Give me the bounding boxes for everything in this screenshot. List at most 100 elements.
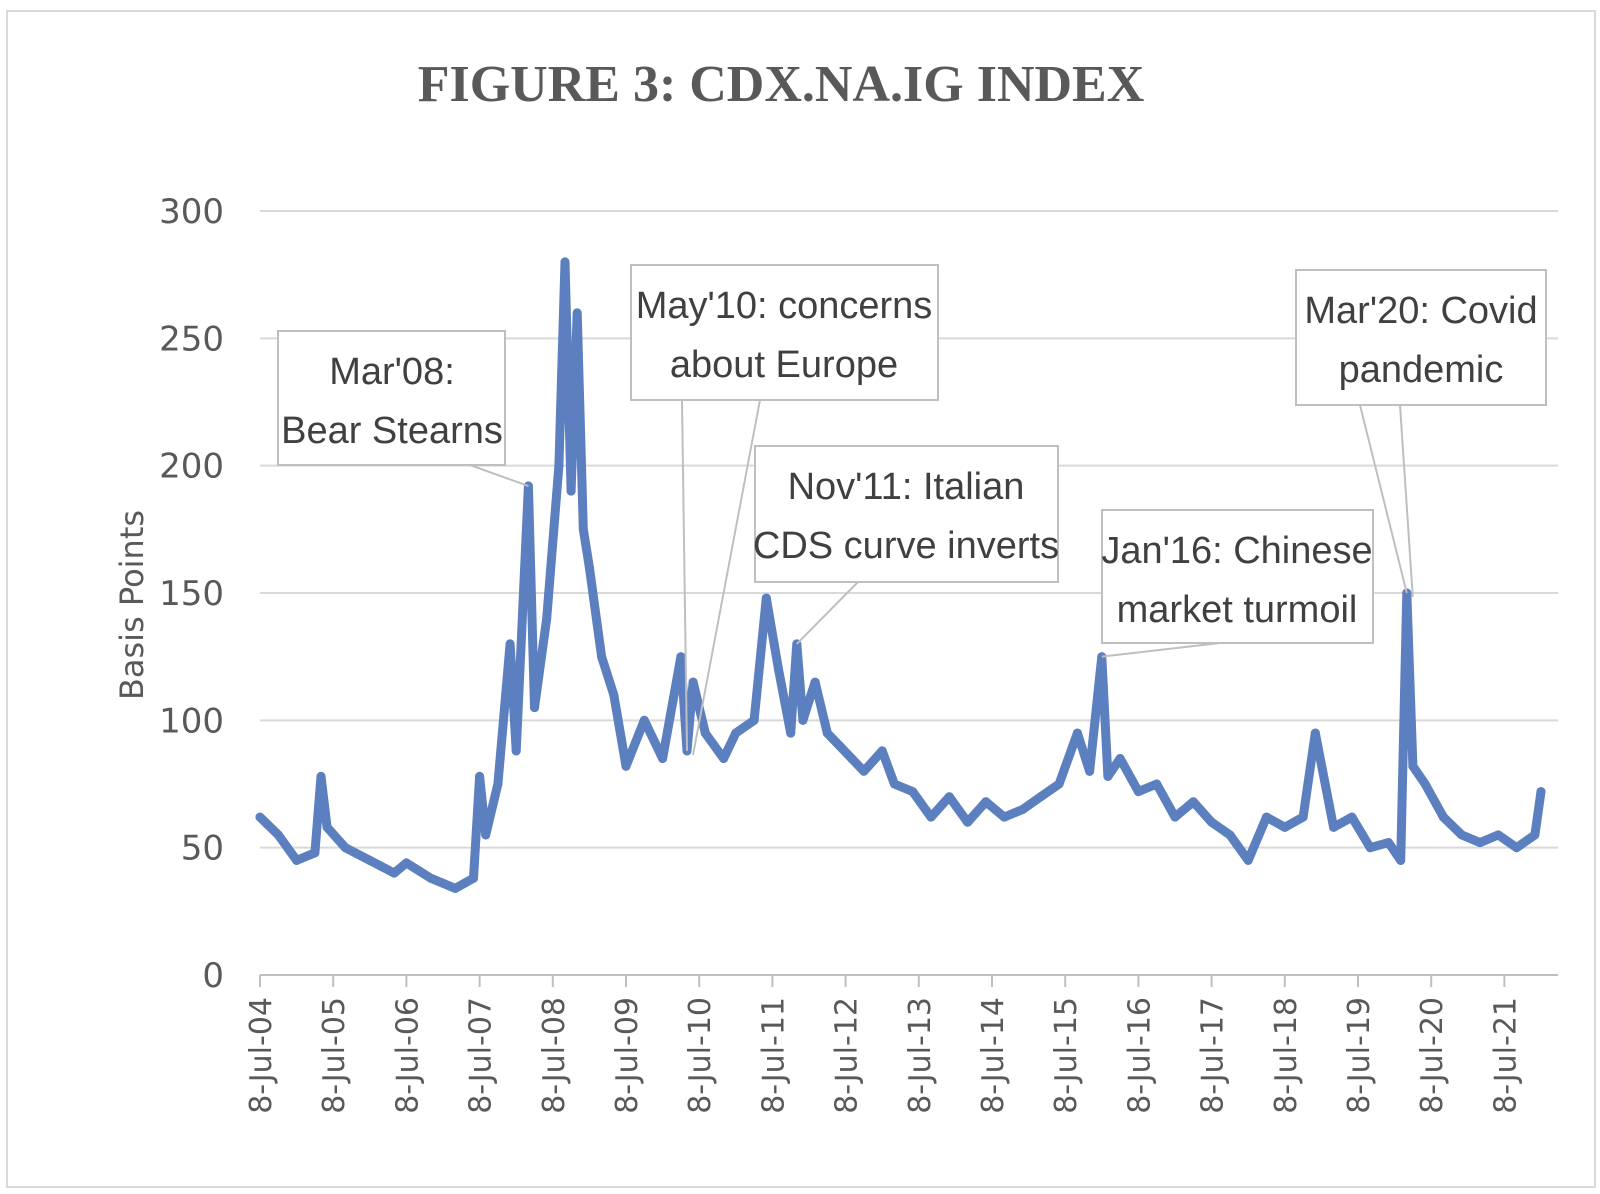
y-tick-label: 250 [159,319,224,359]
annotation-text: pandemic [1339,349,1504,391]
data-point [426,873,436,883]
data-point [1115,754,1125,763]
data-point [639,715,649,725]
chart-title: FIGURE 3: CDX.NA.IG INDEX [418,56,1145,113]
data-point [1530,830,1540,840]
annotation-leader-line [1359,404,1408,594]
annotation-text: May'10: concerns [636,285,933,327]
data-point [926,812,936,822]
annotation-text: Mar'08: [329,351,455,393]
data-point [493,779,503,789]
x-tick-label: 8-Jul-17 [1196,997,1231,1114]
data-point [731,728,741,738]
data-point [1152,779,1162,789]
data-point [310,848,320,858]
annotation-leader-line [1101,642,1221,658]
data-point [572,308,582,318]
data-point [1365,843,1375,853]
annotations: Mar'08: Bear Stearns May'10: concerns about… [277,264,1547,756]
x-tick-label: 8-Jul-14 [976,997,1011,1114]
x-tick-label: 8-Jul-05 [317,997,352,1114]
data-point [749,715,759,725]
series-layer [255,257,1546,893]
data-point [1298,812,1308,822]
y-tick-label: 100 [159,701,224,741]
data-point [584,563,594,572]
x-tick-label: 8-Jul-10 [683,997,718,1114]
x-tick-label: 8-Jul-04 [244,997,279,1114]
data-point [1420,779,1430,789]
data-point [1225,830,1235,840]
data-point [365,855,375,865]
data-point [1493,830,1503,840]
data-point [1475,838,1485,848]
x-tick-label: 8-Jul-15 [1049,997,1084,1114]
data-point [511,746,521,756]
data-point [481,830,491,840]
data-point [1085,766,1095,776]
data-point [822,728,832,738]
data-point [1536,787,1546,797]
data-point [1457,830,1467,840]
data-point [554,461,564,471]
annotation-leader-line [1399,404,1414,598]
data-point [786,728,796,738]
data-point [835,741,844,751]
data-point [999,812,1009,822]
data-point [560,257,570,267]
data-point [682,746,692,756]
data-point [1280,822,1290,832]
data-point [1072,728,1082,738]
x-tick-label: 8-Jul-06 [390,997,425,1114]
y-tick-label: 0 [202,956,224,996]
annotation-callout: Jan'16: Chinese market turmoil [1101,509,1374,658]
data-point [621,761,631,771]
annotation-text: about Europe [670,344,898,386]
data-point [1018,805,1027,814]
data-point [255,812,265,822]
data-point [889,779,899,789]
annotation-text: market turmoil [1117,589,1358,631]
y-axis-ticks: 0 50 100 150 200 250 300 [159,192,224,996]
data-point [1310,728,1320,738]
data-point [292,855,302,865]
annotation-box [277,330,506,466]
data-point [774,664,783,674]
data-point [719,754,729,763]
annotation-callout: May'10: concerns about Europe [630,264,939,756]
data-point [1408,761,1418,771]
data-point [578,524,588,534]
data-point [469,873,478,883]
x-tick-label: 8-Jul-16 [1122,997,1157,1114]
data-point [1207,817,1217,827]
annotation-text: Mar'20: Covid [1304,290,1537,332]
data-point [1036,792,1046,802]
annotation-box [1101,509,1374,644]
data-point [1103,771,1113,781]
x-tick-label: 8-Jul-21 [1488,997,1523,1114]
data-point [609,690,619,700]
data-point [1170,812,1180,822]
data-point [963,817,973,827]
annotation-text: Jan'16: Chinese [1101,530,1372,572]
x-tick-label: 8-Jul-11 [756,997,791,1114]
data-point [505,639,515,649]
data-point [676,652,686,662]
x-tick-label: 8-Jul-18 [1269,997,1304,1114]
data-point [1438,812,1448,822]
annotation-callout: Mar'20: Covid pandemic [1295,269,1547,598]
data-point [847,754,857,763]
data-point [700,728,710,738]
data-point [1097,652,1107,662]
y-tick-label: 50 [181,829,224,869]
data-point [1262,812,1271,822]
x-tick-label: 8-Jul-12 [830,997,865,1114]
data-point [1133,787,1143,797]
data-point [401,858,411,868]
annotation-leader-line [796,581,859,645]
data-point [1243,855,1253,865]
annotation-callout: Mar'08: Bear Stearns [277,330,529,487]
x-tick-label: 8-Jul-19 [1342,997,1377,1114]
x-tick-label: 8-Jul-07 [464,997,499,1114]
